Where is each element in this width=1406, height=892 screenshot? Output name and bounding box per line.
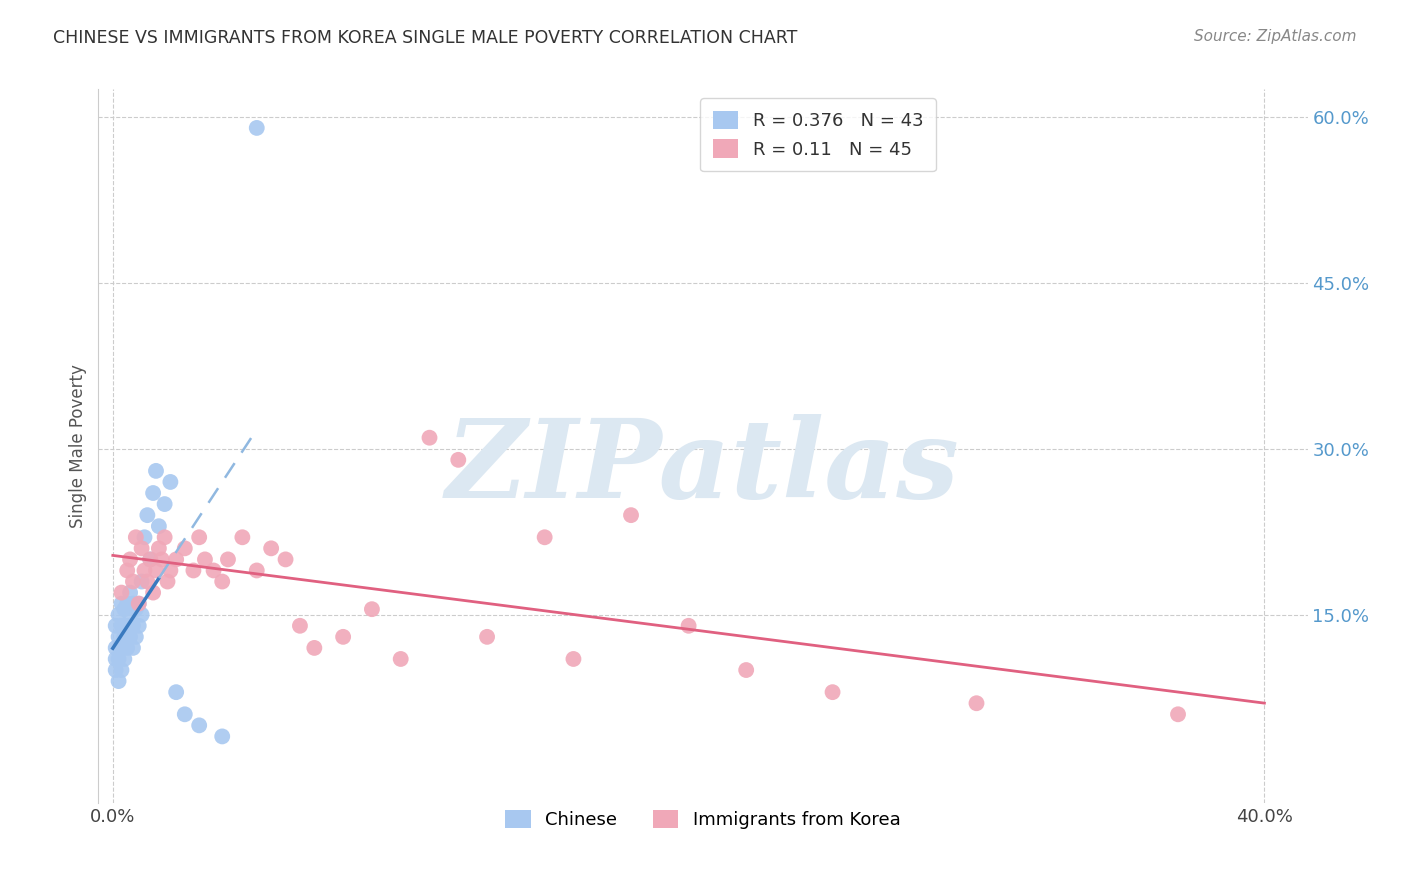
Point (139, 552, 162, 566)
Point (288, 619, 311, 633)
Point (120, 552, 142, 566)
Point (122, 597, 145, 611)
Point (246, 120, 269, 135)
Point (125, 602, 148, 616)
Point (183, 564, 205, 578)
Point (361, 602, 384, 616)
Point (128, 619, 150, 633)
Point (156, 574, 179, 589)
Point (173, 707, 195, 722)
Point (165, 552, 187, 566)
Point (142, 585, 165, 599)
Point (148, 519, 170, 533)
Point (112, 652, 135, 666)
Point (418, 431, 440, 445)
Point (447, 453, 470, 467)
Point (217, 552, 239, 566)
Point (533, 530, 555, 544)
Point (115, 597, 138, 611)
Point (136, 574, 159, 589)
Text: CHINESE VS IMMIGRANTS FROM KOREA SINGLE MALE POVERTY CORRELATION CHART: CHINESE VS IMMIGRANTS FROM KOREA SINGLE … (53, 29, 797, 47)
Point (145, 564, 167, 578)
Point (110, 585, 132, 599)
Text: Source: ZipAtlas.com: Source: ZipAtlas.com (1194, 29, 1357, 45)
Point (131, 541, 153, 556)
Point (966, 696, 988, 710)
Point (122, 640, 145, 655)
Point (134, 564, 156, 578)
Point (120, 607, 142, 622)
Point (110, 597, 132, 611)
Point (211, 730, 233, 744)
Point (122, 619, 145, 633)
Point (110, 640, 132, 655)
Point (194, 552, 217, 566)
Point (332, 630, 354, 644)
Point (139, 552, 162, 566)
Point (211, 574, 233, 589)
Point (104, 663, 127, 677)
Point (115, 640, 138, 655)
Point (145, 464, 167, 478)
Point (134, 530, 156, 544)
Point (188, 530, 211, 544)
Point (246, 564, 269, 578)
Point (821, 685, 844, 699)
Point (115, 564, 138, 578)
Point (153, 497, 176, 511)
Point (128, 597, 150, 611)
Point (125, 630, 148, 644)
Point (475, 630, 498, 644)
Point (142, 486, 165, 500)
Point (304, 640, 326, 655)
Point (148, 541, 170, 556)
Point (188, 718, 211, 732)
Point (620, 508, 643, 523)
Point (159, 564, 181, 578)
Point (120, 630, 142, 644)
Point (202, 564, 225, 578)
Point (159, 475, 181, 489)
Point (107, 652, 129, 666)
Point (112, 630, 135, 644)
Point (131, 574, 153, 589)
Point (104, 640, 127, 655)
Point (125, 530, 148, 544)
Point (107, 630, 129, 644)
Text: ZIPatlas: ZIPatlas (446, 414, 960, 521)
Point (107, 674, 129, 689)
Point (678, 619, 700, 633)
Point (389, 652, 412, 666)
Point (115, 619, 138, 633)
Point (1167, 707, 1189, 722)
Point (110, 619, 132, 633)
Point (150, 552, 173, 566)
Point (153, 530, 176, 544)
Point (165, 685, 187, 699)
Y-axis label: Single Male Poverty: Single Male Poverty (69, 364, 87, 528)
Legend: Chinese, Immigrants from Korea: Chinese, Immigrants from Korea (491, 796, 915, 844)
Point (131, 607, 153, 622)
Point (735, 663, 758, 677)
Point (231, 530, 253, 544)
Point (112, 602, 135, 616)
Point (173, 541, 195, 556)
Point (562, 652, 585, 666)
Point (120, 585, 142, 599)
Point (110, 663, 132, 677)
Point (136, 508, 159, 523)
Point (122, 574, 145, 589)
Point (104, 619, 127, 633)
Point (128, 597, 150, 611)
Point (260, 541, 283, 556)
Point (107, 607, 129, 622)
Point (104, 652, 127, 666)
Point (274, 552, 297, 566)
